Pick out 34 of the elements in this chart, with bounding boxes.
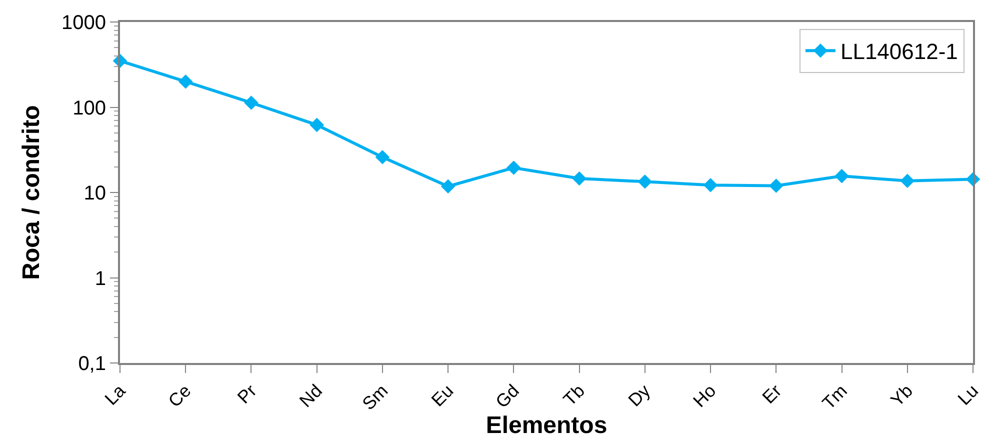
point <box>834 168 849 184</box>
point <box>440 179 456 194</box>
point <box>244 96 258 110</box>
y-tick-label: 10 <box>84 182 106 204</box>
x-tick-label: Yb <box>886 380 917 410</box>
point <box>769 178 784 193</box>
y-tick-label: 1 <box>94 268 106 290</box>
y-tick-label: 0,1 <box>78 353 106 375</box>
point <box>310 118 324 132</box>
y-axis-title: Roca / condrito <box>18 105 46 280</box>
point <box>638 174 652 189</box>
point <box>900 174 915 188</box>
x-tick-label: Er <box>758 380 786 408</box>
point <box>703 178 718 192</box>
point <box>506 160 521 175</box>
x-tick-label: Ho <box>689 380 720 412</box>
x-tick-label: Gd <box>492 380 523 412</box>
x-tick-label: Lu <box>954 380 982 409</box>
x-tick-label: Dy <box>624 380 654 410</box>
x-tick-label: Eu <box>428 380 458 410</box>
point <box>375 150 390 164</box>
x-tick-label: Pr <box>234 380 260 408</box>
x-tick-label: Sm <box>358 380 392 414</box>
x-tick-label: La <box>100 380 130 409</box>
y-tick-label: 100 <box>72 97 106 120</box>
x-tick-label: Tb <box>560 380 588 410</box>
point <box>178 74 193 89</box>
x-tick-label: Ce <box>164 380 195 412</box>
legend-label: LL140612-1 <box>840 39 958 64</box>
y-tick-label: 1000 <box>62 12 106 34</box>
x-tick-label: Tm <box>818 380 851 414</box>
point <box>572 171 586 186</box>
x-axis-title: Elementos <box>486 412 608 439</box>
x-tick-label: Nd <box>296 380 326 412</box>
